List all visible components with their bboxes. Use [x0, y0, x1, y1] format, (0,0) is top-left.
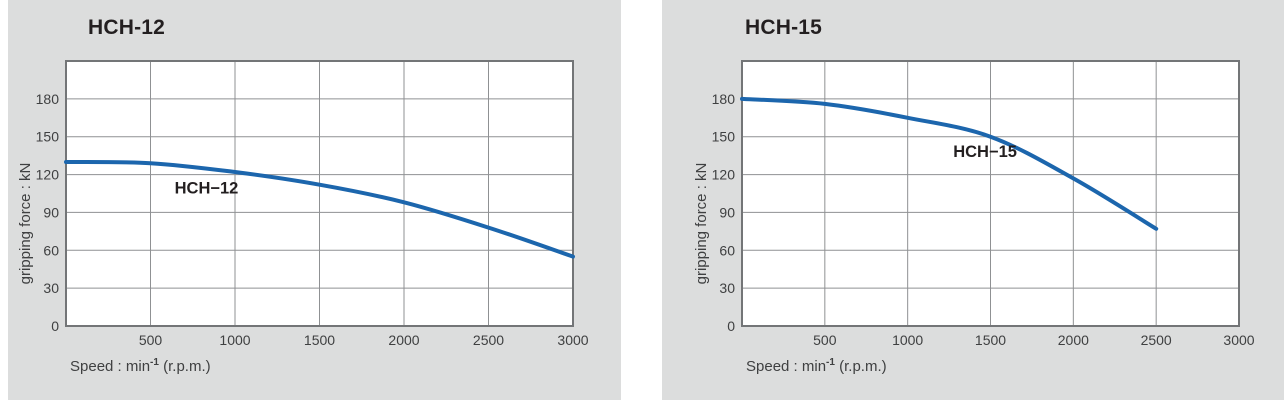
- x-axis-label: Speed : min-1 (r.p.m.): [70, 357, 211, 375]
- x-tick-label: 500: [813, 332, 837, 348]
- y-tick-label: 180: [712, 91, 736, 107]
- plot-border: [741, 60, 1240, 327]
- y-tick-label: 0: [727, 318, 735, 334]
- curve-label: HCH−12: [175, 180, 239, 198]
- y-tick-label: 150: [36, 129, 60, 145]
- gripping-force-chart-hch-15: HCH−15 0 30 60 90 120 150 180 500 1000 1500 2000 250…: [693, 60, 1255, 375]
- x-tick-label: 500: [139, 332, 163, 348]
- y-tick-label: 30: [43, 280, 59, 296]
- y-tick-label: 30: [719, 280, 735, 296]
- curve-label: HCH−15: [953, 143, 1017, 161]
- y-axis-label: gripping force : kN: [17, 163, 34, 285]
- x-tick-label: 3000: [557, 332, 588, 348]
- series-curve: [64, 159, 575, 259]
- series-curve: [740, 96, 1159, 231]
- x-tick-label: 1500: [304, 332, 335, 348]
- y-tick-label: 90: [719, 204, 735, 220]
- x-tick-label: 1000: [892, 332, 923, 348]
- y-tick-label: 90: [43, 204, 59, 220]
- y-axis-label: gripping force : kN: [693, 163, 710, 285]
- y-tick-label: 120: [712, 167, 736, 183]
- x-tick-label: 2500: [473, 332, 504, 348]
- y-tick-label: 180: [36, 91, 60, 107]
- x-tick-label: 2000: [1058, 332, 1089, 348]
- x-tick-label: 2500: [1141, 332, 1172, 348]
- y-tick-label: 120: [36, 167, 60, 183]
- gripping-force-chart-hch-12: HCH−12 0 30 60 90 120 150 180 500 1000 1500 2000 250…: [17, 60, 589, 375]
- y-tick-label: 150: [712, 129, 736, 145]
- x-tick-label: 1000: [219, 332, 250, 348]
- x-tick-label: 3000: [1223, 332, 1254, 348]
- y-tick-label: 0: [51, 318, 59, 334]
- chart-panel-hch-12: HCH-12 HCH−12 0 30 60 90 120 150 180 500 1000 1500…: [8, 0, 621, 400]
- chart-title: HCH-12: [88, 16, 166, 39]
- x-tick-label: 1500: [975, 332, 1006, 348]
- x-axis-label: Speed : min-1 (r.p.m.): [746, 357, 887, 375]
- plot-border: [65, 60, 574, 327]
- chart-panel-hch-15: HCH-15 HCH−15 0 30 60 90 120 150 180 500 1000 1500…: [662, 0, 1284, 400]
- y-tick-label: 60: [43, 242, 59, 258]
- y-tick-label: 60: [719, 242, 735, 258]
- x-tick-label: 2000: [388, 332, 419, 348]
- chart-title: HCH-15: [745, 16, 823, 39]
